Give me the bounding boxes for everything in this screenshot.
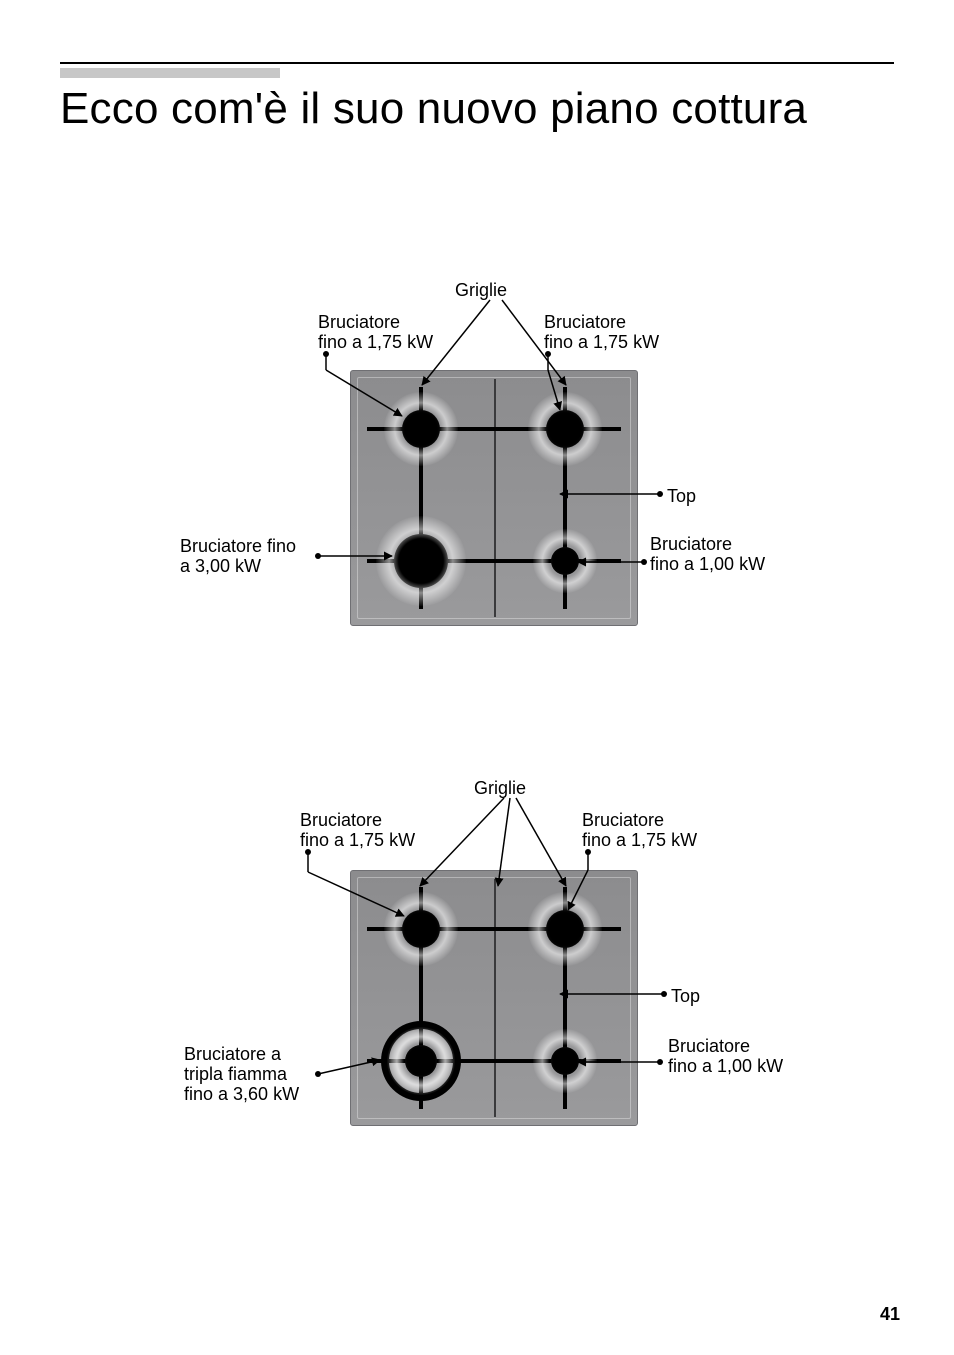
label-burner-bl: Bruciatore fino a 3,00 kW xyxy=(180,536,296,576)
page-title: Ecco com'è il suo nuovo piano cottura xyxy=(60,84,894,135)
page-number: 41 xyxy=(880,1304,900,1325)
burner-bottom-left xyxy=(394,534,448,588)
label-burner-tl: Bruciatore fino a 1,75 kW xyxy=(318,312,433,352)
label-top: Top xyxy=(671,986,700,1006)
burner-top-left xyxy=(402,910,440,948)
label-burner-br: Bruciatore fino a 1,00 kW xyxy=(668,1036,783,1076)
burner-bottom-left xyxy=(405,1045,437,1077)
cooktop xyxy=(350,870,638,1126)
diagram-standard: Griglie Bruciatore fino a 1,75 kW Bruciato… xyxy=(60,270,894,670)
label-burner-tr: Bruciatore fino a 1,75 kW xyxy=(544,312,659,352)
label-burner-bl: Bruciatore a tripla fiamma fino a 3,60 k… xyxy=(184,1044,299,1104)
diagram-triple_flame: Griglie Bruciatore fino a 1,75 kW Bruciato… xyxy=(60,760,894,1160)
cooktop xyxy=(350,370,638,626)
burner-top-right xyxy=(546,410,584,448)
label-griglie: Griglie xyxy=(474,778,526,798)
label-griglie: Griglie xyxy=(455,280,507,300)
label-burner-tr: Bruciatore fino a 1,75 kW xyxy=(582,810,697,850)
burner-bottom-right xyxy=(551,1047,579,1075)
burner-top-left xyxy=(402,410,440,448)
label-burner-br: Bruciatore fino a 1,00 kW xyxy=(650,534,765,574)
label-burner-tl: Bruciatore fino a 1,75 kW xyxy=(300,810,415,850)
gray-accent-bar xyxy=(60,68,280,78)
burner-top-right xyxy=(546,910,584,948)
burner-bottom-right xyxy=(551,547,579,575)
top-rule xyxy=(60,62,894,64)
label-top: Top xyxy=(667,486,696,506)
